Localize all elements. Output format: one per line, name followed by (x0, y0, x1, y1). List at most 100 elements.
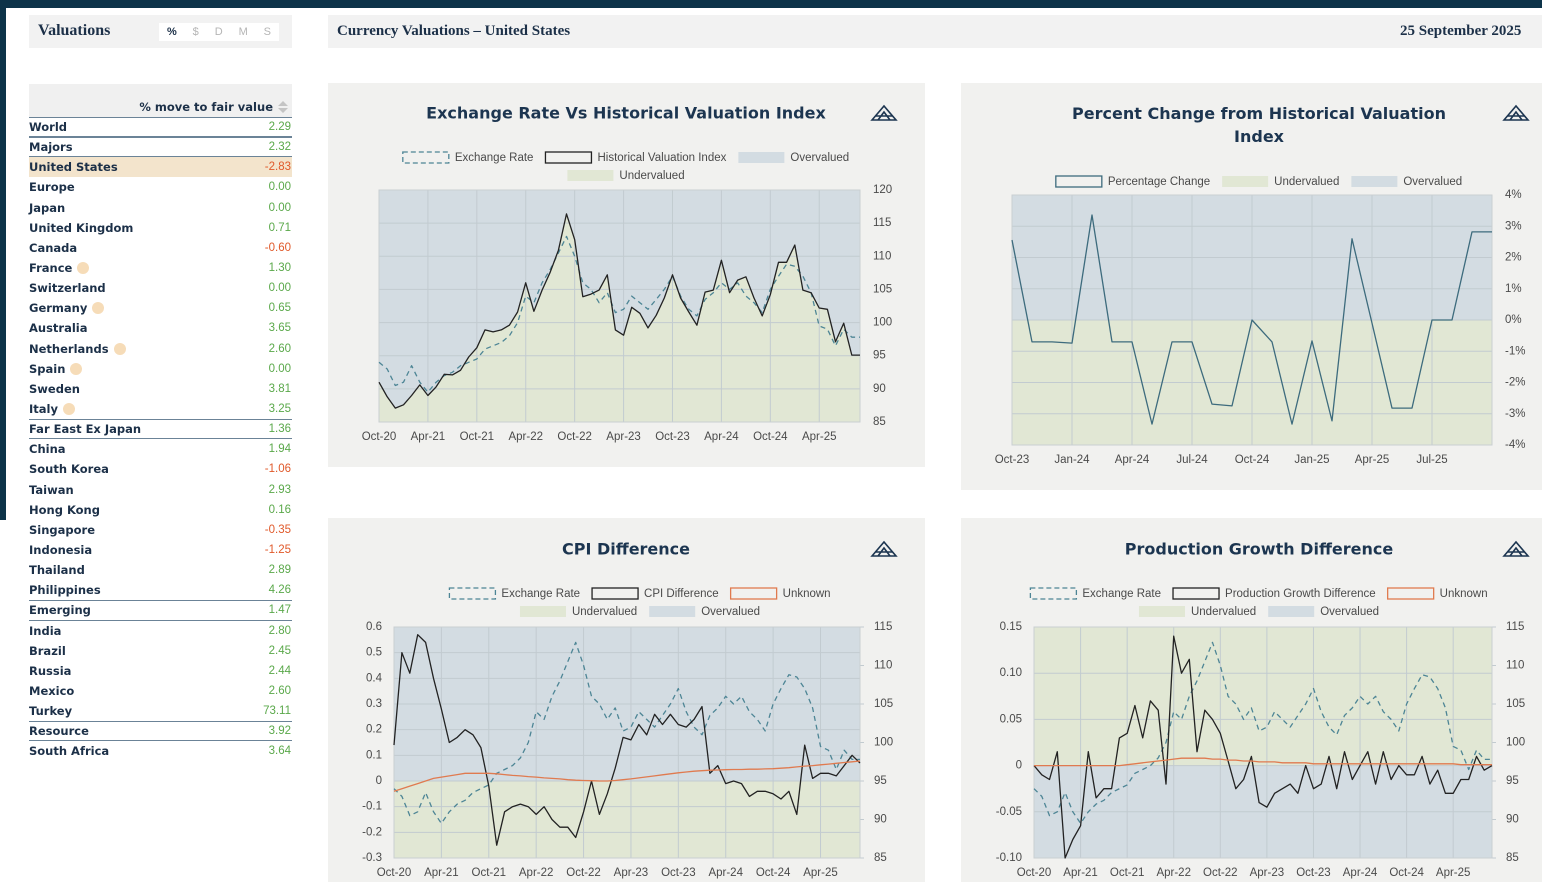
legend-row: Exchange Rate CPI Difference Unknown (448, 587, 831, 600)
table-row[interactable]: United States -2.83 (29, 157, 292, 178)
table-row[interactable]: Indonesia -1.25 (29, 540, 292, 560)
table-row[interactable]: World 2.29 (29, 117, 292, 138)
row-name-cell: Majors (29, 140, 73, 154)
x-tick-label: Oct-21 (460, 431, 495, 443)
legend-row: Undervalued (567, 170, 685, 182)
row-name: Sweden (29, 381, 80, 396)
table-row[interactable]: France 1.30 (29, 258, 292, 278)
x-tick-label: Apr-22 (519, 867, 554, 879)
table-row[interactable]: Russia 2.44 (29, 661, 292, 681)
toggle[interactable]: M (238, 26, 248, 38)
table-row[interactable]: Australia 3.65 (29, 318, 292, 338)
table-row[interactable]: Thailand 2.89 (29, 560, 292, 580)
table-row[interactable]: South Korea -1.06 (29, 459, 292, 479)
toggle[interactable]: S (263, 26, 272, 38)
row-name-cell: Emerging (29, 603, 91, 617)
table-row[interactable]: Mexico 2.60 (29, 681, 292, 701)
table-row[interactable]: China 1.94 (29, 439, 292, 459)
table-row[interactable]: Netherlands 2.60 (29, 339, 292, 359)
legend-label: Unknown (783, 588, 831, 600)
legend-label: Undervalued (619, 170, 684, 182)
row-name: Emerging (29, 603, 91, 618)
legend-swatch (738, 152, 785, 163)
row-name: South Africa (29, 744, 110, 759)
legend-label: Percentage Change (1108, 176, 1210, 188)
y-tick-label: 0.6 (366, 621, 382, 633)
table-row[interactable]: United Kingdom 0.71 (29, 218, 292, 238)
row-value: 1.94 (268, 443, 291, 456)
row-name-cell: Hong Kong (29, 503, 100, 517)
series-line (393, 641, 860, 825)
lower-area (394, 781, 860, 858)
row-name: Canada (29, 240, 78, 255)
toggle[interactable]: $ (192, 26, 199, 38)
x-tick-label: Apr-23 (614, 867, 649, 879)
toggle[interactable]: % (166, 26, 177, 38)
table-row[interactable]: Italy 3.25 (29, 399, 292, 419)
table-row[interactable]: Taiwan 2.93 (29, 480, 292, 500)
legend-label: Overvalued (701, 606, 760, 618)
toggle[interactable]: D (214, 26, 223, 38)
table-row[interactable]: Canada -0.60 (29, 238, 292, 258)
row-value: 2.60 (268, 685, 291, 697)
x-tick-label: Jul-25 (1416, 454, 1447, 466)
row-value: 0.00 (268, 181, 291, 194)
row-name-cell: Thailand (29, 563, 85, 577)
row-name: China (29, 442, 66, 457)
x-tick-label: Oct-22 (1203, 867, 1238, 879)
table-row[interactable]: India 2.80 (29, 621, 292, 641)
table-row[interactable]: Spain 0.00 (29, 359, 292, 379)
legend-row: Undervalued Overvalued (519, 606, 760, 618)
table-row[interactable]: Emerging 1.47 (29, 600, 292, 621)
logo-icon (1502, 540, 1530, 557)
table-header[interactable]: % move to fair value (29, 84, 292, 117)
table-row[interactable]: Sweden 3.81 (29, 379, 292, 399)
table-row[interactable]: Switzerland 0.00 (29, 278, 292, 298)
legend-swatch (1351, 176, 1398, 187)
y2-tick-label: 95 (1506, 775, 1519, 787)
table-row[interactable]: Philippines 4.26 (29, 580, 292, 600)
table-row[interactable]: Majors 2.32 (29, 137, 292, 158)
y2-tick-label: 105 (874, 698, 893, 710)
row-name-cell: Resource (29, 724, 89, 738)
row-value: -2.83 (264, 161, 291, 174)
table-row[interactable]: Japan 0.00 (29, 198, 292, 218)
table-row[interactable]: Brazil 2.45 (29, 641, 292, 661)
table-row[interactable]: Turkey 73.11 (29, 701, 292, 721)
chart-title: CPI Difference (562, 540, 690, 559)
y-tick-label: -0.1 (362, 801, 382, 813)
legend-label: Undervalued (572, 606, 637, 618)
legend-swatch (448, 587, 497, 600)
table-row[interactable]: Far East Ex Japan 1.36 (29, 419, 292, 440)
table-row[interactable]: Germany 0.65 (29, 298, 292, 318)
row-name: Turkey (29, 704, 73, 719)
row-name: Philippines (29, 583, 101, 598)
row-value: 2.60 (268, 342, 291, 355)
row-value: 0.71 (268, 221, 291, 234)
table-row[interactable]: Resource 3.92 (29, 721, 292, 742)
x-tick-label: Apr-21 (411, 431, 446, 443)
row-value: 3.64 (268, 745, 291, 758)
table-row[interactable]: Hong Kong 0.16 (29, 500, 292, 520)
x-tick-label: Apr-24 (1343, 867, 1378, 879)
row-name-cell: Switzerland (29, 281, 106, 295)
x-tick-label: Apr-21 (1063, 867, 1098, 879)
y2-tick-label: 105 (1506, 698, 1525, 710)
table-row[interactable]: South Africa 3.64 (29, 741, 292, 761)
legend-swatch (1055, 175, 1103, 188)
table-row[interactable]: Singapore -0.35 (29, 520, 292, 540)
sort-icon (278, 101, 288, 113)
row-value: 3.25 (268, 403, 291, 416)
row-name: Hong Kong (29, 502, 100, 517)
row-value: 2.32 (268, 141, 291, 154)
column-header: % move to fair value (139, 100, 273, 114)
table-row[interactable]: Europe 0.00 (29, 177, 292, 197)
legend-swatch (1172, 587, 1220, 600)
row-name: South Korea (29, 462, 109, 477)
valuations-header: Valuations % $ D M S (29, 15, 292, 48)
row-name-cell: Australia (29, 321, 88, 335)
euro-badge (70, 362, 83, 375)
x-tick-label: Jul-24 (1176, 454, 1208, 466)
main-header: Currency Valuations – United States 25 S… (328, 15, 1542, 48)
valuation-table: % move to fair value World 2.29 Majors 2.32… (29, 84, 292, 762)
